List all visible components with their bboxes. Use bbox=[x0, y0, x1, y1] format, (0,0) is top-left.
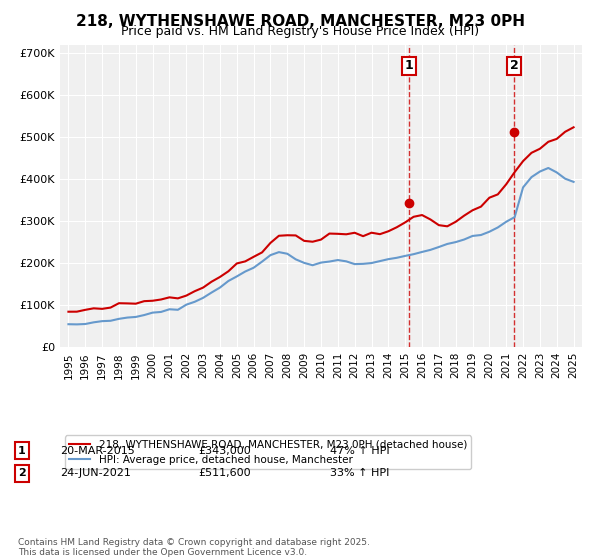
Text: 2: 2 bbox=[18, 468, 26, 478]
Text: 24-JUN-2021: 24-JUN-2021 bbox=[60, 468, 131, 478]
Text: 47% ↑ HPI: 47% ↑ HPI bbox=[330, 446, 389, 456]
Text: 20-MAR-2015: 20-MAR-2015 bbox=[60, 446, 135, 456]
Text: Price paid vs. HM Land Registry's House Price Index (HPI): Price paid vs. HM Land Registry's House … bbox=[121, 25, 479, 38]
Text: 1: 1 bbox=[404, 59, 413, 72]
Text: 1: 1 bbox=[18, 446, 26, 456]
Text: £511,600: £511,600 bbox=[198, 468, 251, 478]
Text: 218, WYTHENSHAWE ROAD, MANCHESTER, M23 0PH: 218, WYTHENSHAWE ROAD, MANCHESTER, M23 0… bbox=[76, 14, 524, 29]
Text: Contains HM Land Registry data © Crown copyright and database right 2025.
This d: Contains HM Land Registry data © Crown c… bbox=[18, 538, 370, 557]
Text: 33% ↑ HPI: 33% ↑ HPI bbox=[330, 468, 389, 478]
Text: 2: 2 bbox=[510, 59, 518, 72]
Legend: 218, WYTHENSHAWE ROAD, MANCHESTER, M23 0PH (detached house), HPI: Average price,: 218, WYTHENSHAWE ROAD, MANCHESTER, M23 0… bbox=[65, 436, 471, 469]
Text: £343,000: £343,000 bbox=[198, 446, 251, 456]
